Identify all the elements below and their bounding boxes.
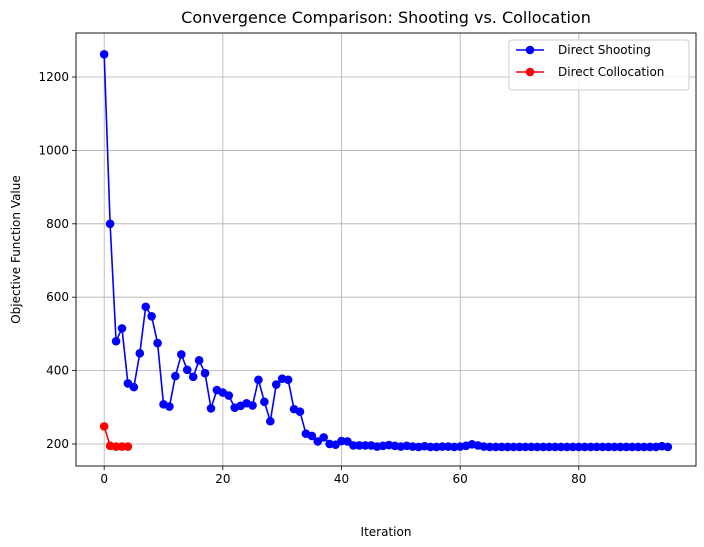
data-point-direct-shooting <box>194 356 204 365</box>
y-axis-label: Objective Function Value <box>9 175 23 324</box>
x-tick-label: 80 <box>571 472 586 486</box>
data-point-direct-shooting <box>639 442 649 452</box>
data-point-direct-shooting <box>568 442 578 452</box>
data-point-direct-shooting <box>538 442 548 452</box>
data-point-direct-shooting <box>544 442 554 452</box>
data-point-direct-shooting <box>129 382 139 392</box>
legend-label-direct-shooting: Direct Shooting <box>558 43 651 57</box>
data-point-direct-collocation <box>99 422 109 431</box>
data-point-direct-shooting <box>521 442 530 452</box>
data-point-direct-collocation <box>123 442 133 451</box>
data-point-direct-shooting <box>485 442 495 452</box>
data-point-direct-collocation <box>111 442 121 451</box>
data-point-direct-shooting <box>319 433 329 442</box>
x-axis-label: Iteration <box>361 525 412 539</box>
data-point-direct-shooting <box>532 442 542 452</box>
data-point-direct-shooting <box>248 401 257 410</box>
data-point-direct-shooting <box>580 442 590 452</box>
plot-frame <box>75 32 697 467</box>
data-point-direct-shooting <box>627 442 637 452</box>
legend-box <box>508 39 690 91</box>
data-point-direct-shooting <box>598 442 607 452</box>
data-point-direct-shooting <box>426 442 435 452</box>
data-point-direct-shooting <box>586 442 595 452</box>
data-point-direct-shooting <box>177 350 186 359</box>
data-point-direct-shooting <box>254 375 263 385</box>
data-point-direct-shooting <box>621 442 631 452</box>
data-point-direct-shooting <box>604 442 613 452</box>
data-point-direct-shooting <box>165 402 174 411</box>
data-point-direct-shooting <box>99 49 109 59</box>
y-tick-label: 600 <box>46 290 69 304</box>
legend-label-direct-collocation: Direct Collocation <box>558 65 664 79</box>
x-tick-label: 0 <box>100 472 108 486</box>
data-point-direct-shooting <box>491 442 501 452</box>
data-point-direct-shooting <box>616 442 625 452</box>
data-point-direct-shooting <box>260 397 269 407</box>
y-tick-label: 1000 <box>38 143 69 157</box>
data-point-direct-shooting <box>111 336 121 346</box>
legend-marker-direct-collocation <box>525 67 535 77</box>
data-point-direct-shooting <box>592 442 601 452</box>
data-point-direct-shooting <box>224 391 234 400</box>
data-point-direct-shooting <box>182 365 192 375</box>
data-point-direct-shooting <box>171 371 180 381</box>
data-point-direct-shooting <box>307 431 317 441</box>
x-tick-label: 60 <box>453 472 468 486</box>
data-point-direct-shooting <box>610 442 619 452</box>
data-point-direct-shooting <box>105 219 115 229</box>
data-point-direct-shooting <box>527 442 536 452</box>
data-point-direct-shooting <box>503 442 512 452</box>
data-point-direct-shooting <box>200 368 210 378</box>
data-point-direct-collocation <box>117 442 127 451</box>
chart-title: Convergence Comparison: Shooting vs. Col… <box>181 8 591 27</box>
data-point-direct-shooting <box>562 442 572 452</box>
data-point-direct-shooting <box>574 442 584 452</box>
data-point-direct-shooting <box>355 441 364 450</box>
data-point-direct-shooting <box>550 442 560 452</box>
data-point-direct-shooting <box>438 442 447 451</box>
data-point-direct-shooting <box>135 349 145 358</box>
series-points <box>99 49 673 452</box>
data-point-direct-shooting <box>349 441 358 450</box>
y-tick-label: 200 <box>46 437 69 451</box>
data-point-direct-shooting <box>153 338 162 348</box>
data-point-direct-shooting <box>188 372 198 382</box>
data-point-direct-shooting <box>645 442 655 452</box>
data-point-direct-shooting <box>663 442 673 452</box>
data-point-direct-shooting <box>271 380 281 389</box>
data-point-direct-shooting <box>633 442 643 452</box>
axis-ticks: 0 20 40 60 80 200 400 600 800 1000 1200 <box>38 70 586 486</box>
data-point-direct-shooting <box>360 441 370 450</box>
data-point-direct-shooting <box>295 407 305 416</box>
x-tick-label: 40 <box>334 472 349 486</box>
data-point-direct-shooting <box>556 442 566 452</box>
legend-marker-direct-shooting <box>525 45 535 55</box>
data-point-direct-shooting <box>283 375 293 385</box>
y-tick-label: 400 <box>46 364 69 378</box>
data-point-direct-shooting <box>515 442 524 452</box>
data-point-direct-shooting <box>497 442 506 452</box>
data-point-direct-shooting <box>141 302 151 312</box>
data-point-direct-shooting <box>147 311 156 321</box>
data-point-direct-shooting <box>509 442 518 452</box>
y-tick-label: 800 <box>46 217 69 231</box>
data-point-direct-shooting <box>266 416 275 426</box>
data-point-direct-shooting <box>206 404 216 413</box>
y-tick-label: 1200 <box>38 70 69 84</box>
x-tick-label: 20 <box>215 472 230 486</box>
data-point-direct-shooting <box>117 324 127 333</box>
legend: Direct Shooting Direct Collocation <box>508 39 690 91</box>
